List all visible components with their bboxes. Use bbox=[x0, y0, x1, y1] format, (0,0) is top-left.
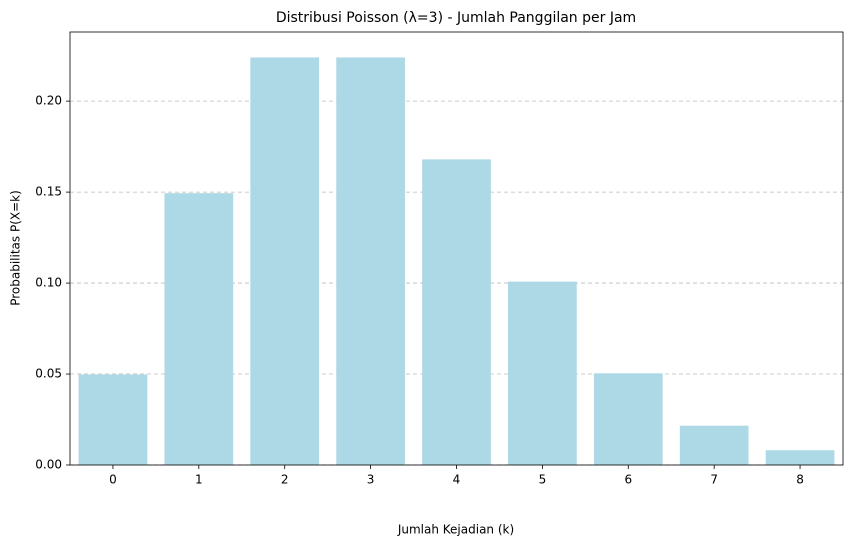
x-tick-label: 8 bbox=[796, 473, 804, 487]
x-tick-label: 4 bbox=[453, 473, 461, 487]
x-axis-label: Jumlah Kejadian (k) bbox=[397, 523, 514, 537]
y-axis-label: Probabilitas P(X=k) bbox=[9, 190, 23, 306]
bar bbox=[765, 450, 835, 465]
x-tick-label: 6 bbox=[624, 473, 632, 487]
y-tick-label: 0.20 bbox=[35, 94, 62, 108]
plot-frame bbox=[69, 31, 844, 466]
x-tick-label: 1 bbox=[195, 473, 203, 487]
y-tick-label: 0.15 bbox=[35, 185, 62, 199]
bar bbox=[336, 57, 405, 466]
bar bbox=[508, 281, 577, 465]
bar bbox=[164, 193, 234, 465]
y-tick-label: 0.05 bbox=[35, 367, 62, 381]
x-tick-label: 5 bbox=[539, 473, 547, 487]
bar bbox=[78, 374, 148, 465]
bar bbox=[250, 57, 320, 466]
x-tick-label: 7 bbox=[710, 473, 718, 487]
bar bbox=[593, 373, 663, 465]
x-tick-label: 0 bbox=[109, 473, 117, 487]
bar bbox=[422, 159, 491, 465]
y-tick-label: 0.10 bbox=[35, 276, 62, 290]
y-tick-label: 0.00 bbox=[35, 458, 62, 472]
bar bbox=[679, 425, 749, 465]
x-tick-label: 3 bbox=[367, 473, 375, 487]
x-tick-label: 2 bbox=[281, 473, 289, 487]
chart-title: Distribusi Poisson (λ=3) - Jumlah Panggi… bbox=[276, 10, 636, 26]
